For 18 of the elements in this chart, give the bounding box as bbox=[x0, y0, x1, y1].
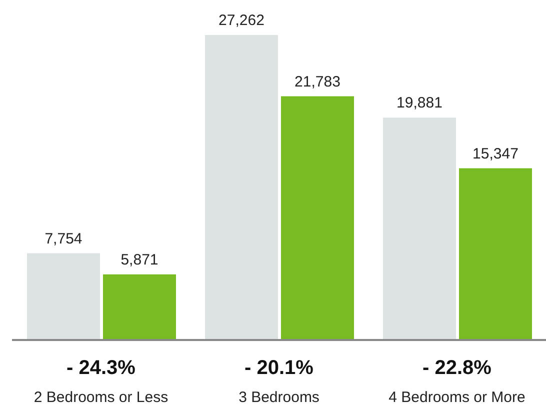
data-label: 15,347 bbox=[472, 145, 518, 162]
x-tick-label: 3 Bedrooms bbox=[238, 389, 320, 406]
bar bbox=[205, 35, 278, 340]
bar bbox=[27, 253, 100, 340]
text: - 24.3% bbox=[66, 357, 136, 379]
bar bbox=[103, 274, 176, 340]
x-tick-label: 2 Bedrooms or Less bbox=[34, 389, 168, 406]
text: - 22.8% bbox=[422, 357, 492, 379]
data-label: 21,783 bbox=[294, 73, 340, 90]
text: - 20.1% bbox=[244, 357, 314, 379]
data-label: 27,262 bbox=[218, 12, 264, 29]
data-label: 5,871 bbox=[120, 251, 158, 268]
data-label: 19,881 bbox=[396, 94, 442, 112]
bar bbox=[281, 96, 354, 340]
data-label: 7,754 bbox=[44, 230, 82, 248]
x-tick-label: 4 Bedrooms or More bbox=[388, 389, 526, 406]
bar bbox=[459, 168, 532, 340]
bar bbox=[383, 118, 456, 340]
